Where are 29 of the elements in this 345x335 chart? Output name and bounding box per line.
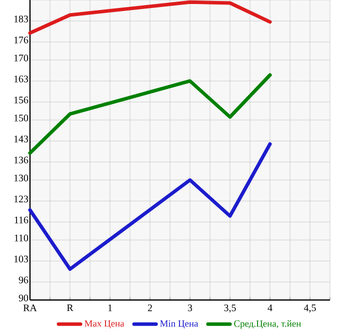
- line-series: [28, 142, 272, 271]
- y-tick-label: 96: [18, 276, 28, 284]
- y-tick-label: 103: [14, 256, 28, 262]
- x-tick-label: 1: [108, 304, 112, 312]
- y-tick-label: 176: [14, 36, 28, 44]
- x-tick-label: 3,5: [224, 304, 236, 313]
- y-tick-label: 183: [14, 16, 28, 22]
- y-tick-label: 123: [14, 196, 28, 202]
- x-tick-label: RA: [23, 304, 37, 312]
- x-tick-label: R: [66, 304, 74, 312]
- x-tick-label: 3: [188, 304, 192, 312]
- line-series: [28, 73, 272, 155]
- legend-label: Сред.Цена, т.йен: [234, 320, 301, 329]
- y-tick-label: 136: [14, 156, 28, 164]
- y-tick-label: 90: [18, 294, 28, 302]
- y-tick-label: 163: [14, 76, 28, 82]
- y-tick-label: 170: [14, 54, 28, 62]
- legend-label: Max Цена: [84, 320, 124, 329]
- x-tick-label: 2: [148, 304, 152, 312]
- x-tick-label: 4: [268, 304, 272, 312]
- y-tick-label: 143: [14, 136, 28, 142]
- y-tick-label: 130: [14, 174, 28, 182]
- y-tick-label: 110: [14, 234, 28, 242]
- x-tick-label: 4,5: [304, 304, 316, 313]
- y-tick-label: 116: [14, 216, 28, 224]
- legend-label: Min Цена: [160, 320, 198, 329]
- y-tick-label: 150: [14, 114, 28, 122]
- line-series: [28, 0, 272, 35]
- y-tick-label: 156: [14, 96, 28, 104]
